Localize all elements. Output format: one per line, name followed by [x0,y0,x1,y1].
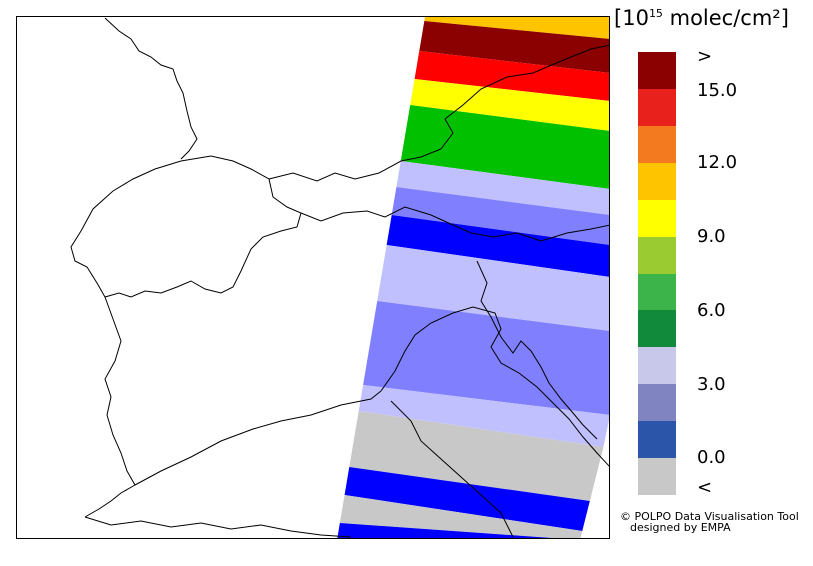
swath-band [400,105,609,189]
swath-band [424,17,609,39]
legend-swatch [638,458,676,496]
swath-band [419,21,609,73]
legend-label: < [697,477,713,498]
unit-exponent: 15 [648,7,663,20]
swath-band [358,385,609,447]
coastline-adriatic [380,306,609,467]
legend-swatch [638,347,676,385]
legend-swatch [638,199,676,238]
swath-band [339,495,583,538]
country-borders [70,17,609,538]
legend-swatch [638,236,676,274]
border-apennines [390,400,514,538]
credit-line-1: © POLPO Data Visualisation Tool [620,510,799,523]
bracket-open: [ [614,6,623,30]
legend-label: 9.0 [697,226,726,247]
legend-label: 15.0 [697,80,738,101]
legend-swatch [638,52,676,90]
legend-swatch [638,162,676,201]
swath-band [391,187,609,245]
legend-label: > [697,46,713,67]
swath-band [386,215,609,277]
swath-band [349,411,604,501]
unit-prefix: 10 [622,6,649,30]
legend-label: 3.0 [697,374,726,395]
unit-suffix: molec/cm² [662,6,781,30]
legend-label: 12.0 [697,152,738,173]
border-switzerland [70,155,302,298]
swath-band [337,523,552,538]
color-legend [638,52,676,496]
credit-text: © POLPO Data Visualisation Tool designed… [620,511,799,533]
unit-label: [1015 molec/cm²] [614,6,810,30]
border-france-italy [84,296,136,518]
legend-swatch [638,384,676,422]
swath-band [363,301,609,415]
legend-swatch [638,125,676,164]
coastline-ligurian [84,516,352,538]
border-austria-germany [268,44,609,182]
map-canvas [70,17,609,538]
legend-swatch [638,273,676,311]
legend-swatch [638,88,676,127]
legend-swatch [638,310,676,348]
border-france-germany [104,17,198,160]
legend-label: 0.0 [697,447,726,468]
coastline-croatia [476,260,598,440]
bracket-close: ] [780,6,789,30]
legend-label: 6.0 [697,300,726,321]
swath-band [377,245,609,331]
map-panel [16,16,610,539]
satellite-swath [337,17,609,538]
swath-band [344,467,590,531]
swath-band [410,79,609,131]
credit-line-2: designed by EMPA [630,521,731,534]
legend-swatch [638,421,676,459]
swath-band [396,161,609,215]
border-italy-interior [134,390,382,486]
border-italy-austria [300,206,609,242]
